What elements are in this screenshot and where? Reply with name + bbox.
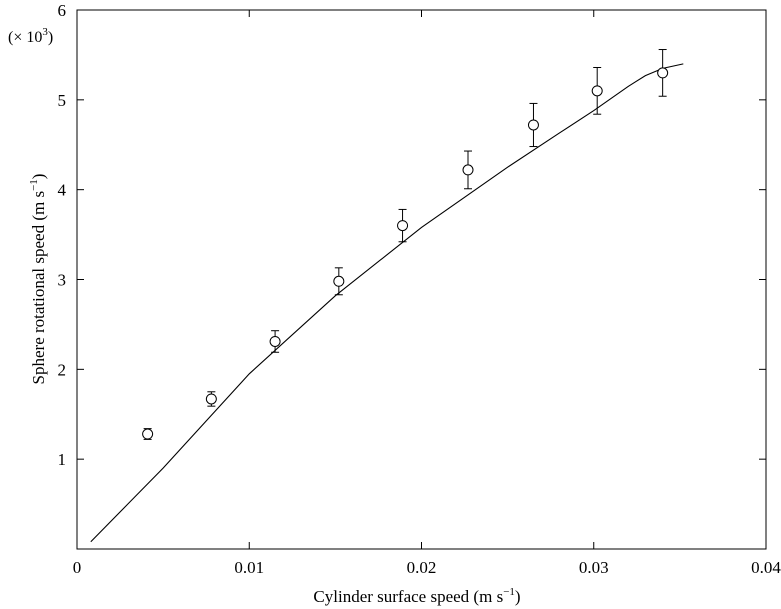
fit-line-group [90, 63, 684, 543]
data-point [142, 428, 154, 440]
data-point [462, 164, 474, 176]
x-tick-label: 0.03 [579, 558, 609, 577]
data-point [657, 67, 669, 79]
x-axis-title: Cylinder surface speed (m s−1) [313, 586, 520, 606]
x-tick-label: 0.01 [234, 558, 264, 577]
axis-ticks [76, 9, 767, 549]
data-point [205, 393, 217, 405]
y-axis-title: Sphere rotational speed (m s−1) [28, 174, 48, 385]
y-tick-label: 4 [58, 181, 67, 200]
y-multiplier: (× 103) [8, 26, 53, 46]
data-point [527, 119, 539, 131]
data-point [591, 85, 603, 97]
y-tick-label: 5 [58, 91, 67, 110]
x-tick-label: 0.02 [407, 558, 437, 577]
x-tick-label: 0.04 [751, 558, 781, 577]
data-points [142, 49, 669, 440]
y-tick-label: 6 [58, 1, 67, 20]
x-tick-label: 0 [73, 558, 82, 577]
data-point [269, 335, 281, 347]
data-point [333, 275, 345, 287]
data-point [397, 220, 409, 232]
y-tick-label: 3 [58, 271, 67, 290]
y-tick-label: 1 [58, 450, 67, 469]
model-curve [90, 63, 684, 543]
y-tick-label: 2 [58, 360, 67, 379]
tick-labels: 0 0.01 0.02 0.03 0.04 1 2 3 4 5 6 [58, 1, 781, 577]
